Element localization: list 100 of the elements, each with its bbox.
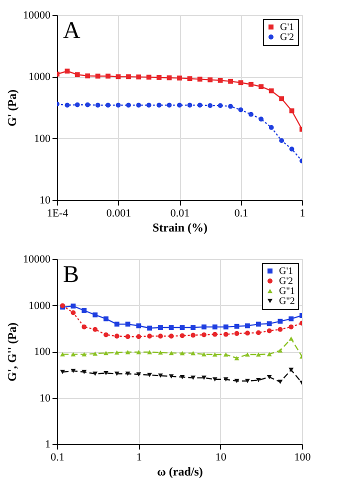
point	[82, 370, 87, 374]
point	[212, 352, 218, 357]
legend-label: G'2	[279, 276, 294, 287]
point	[234, 356, 240, 360]
point	[116, 102, 121, 108]
y-tick-label: 1000	[28, 300, 51, 312]
point	[92, 326, 98, 332]
legend-label: G''1	[279, 286, 295, 297]
point	[202, 352, 206, 356]
point	[223, 377, 228, 382]
point	[245, 323, 250, 328]
point	[64, 68, 70, 74]
point	[136, 102, 142, 108]
point	[92, 312, 98, 318]
point	[258, 116, 264, 122]
point	[245, 378, 250, 384]
legend-label: G'2	[280, 32, 294, 43]
point	[278, 348, 283, 353]
point	[223, 352, 228, 357]
point	[136, 350, 142, 354]
point	[190, 351, 196, 356]
point	[166, 102, 172, 108]
point	[158, 374, 163, 378]
point	[228, 104, 233, 109]
point	[136, 74, 142, 80]
y-axis-title: G' (Pa)	[5, 90, 19, 126]
point	[85, 102, 90, 108]
point	[82, 324, 87, 330]
point	[85, 73, 90, 78]
point	[106, 74, 110, 79]
point	[70, 368, 76, 374]
y-tick-label: 1000	[28, 71, 51, 84]
point	[114, 322, 120, 327]
point	[190, 332, 196, 338]
point	[256, 378, 261, 382]
point	[190, 325, 196, 330]
x-tick-label: 1E-4	[46, 208, 69, 220]
point	[104, 350, 108, 356]
point	[234, 331, 240, 336]
point	[70, 310, 76, 316]
x-axis-title: Strain (%)	[152, 220, 208, 234]
point	[279, 138, 284, 144]
point	[104, 316, 108, 322]
point	[147, 334, 152, 339]
point	[168, 350, 174, 356]
annotation: A	[63, 18, 81, 44]
point	[114, 372, 120, 376]
x-tick-label: 100	[294, 452, 312, 464]
point	[202, 324, 206, 330]
point	[95, 102, 100, 108]
y-tick-label: 10	[40, 392, 51, 404]
point	[208, 77, 213, 82]
legend-label: G'1	[279, 266, 294, 277]
point	[197, 76, 202, 82]
point	[92, 372, 98, 376]
legend-label: G'1	[280, 22, 294, 33]
point	[156, 75, 162, 80]
x-tick-label: 1	[136, 452, 142, 464]
point	[218, 78, 223, 83]
point	[74, 102, 80, 108]
point	[60, 352, 66, 356]
point	[92, 351, 98, 356]
x-tick-label: 0.1	[50, 452, 64, 464]
point	[125, 322, 130, 327]
point	[248, 112, 254, 117]
x-tick-label: 10	[215, 452, 227, 464]
x-tick-label: 0.1	[234, 208, 248, 220]
y-tick-label: 10	[40, 194, 51, 206]
point	[212, 324, 218, 330]
point	[288, 336, 294, 341]
point	[266, 374, 272, 380]
point	[104, 332, 108, 338]
point	[223, 324, 228, 330]
point	[180, 351, 185, 356]
point	[70, 352, 76, 356]
point	[74, 72, 80, 78]
point	[202, 376, 206, 380]
point	[136, 334, 142, 340]
point	[258, 84, 264, 90]
point	[180, 333, 185, 338]
point	[218, 103, 223, 108]
point	[266, 328, 272, 334]
point	[245, 352, 250, 357]
point	[158, 334, 163, 339]
point	[256, 330, 261, 336]
point	[147, 326, 152, 331]
annotation: B	[63, 262, 80, 288]
point	[212, 377, 218, 382]
point	[228, 78, 233, 84]
y-tick-label: 10000	[23, 254, 51, 266]
point	[70, 304, 76, 309]
point	[116, 74, 121, 80]
point	[234, 378, 240, 384]
point	[289, 146, 294, 152]
point	[212, 332, 218, 337]
y-axis-title: G', G'' (Pa)	[5, 322, 19, 382]
point	[278, 326, 283, 332]
point	[266, 321, 272, 326]
point	[114, 350, 120, 355]
point	[187, 76, 192, 82]
